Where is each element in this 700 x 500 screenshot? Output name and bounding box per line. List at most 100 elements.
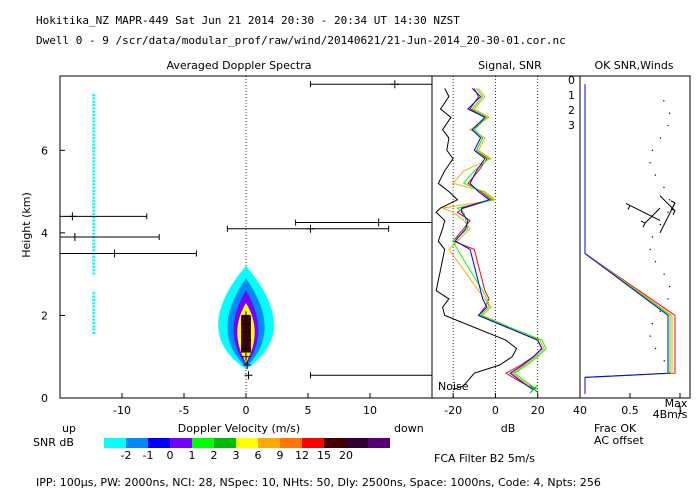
y-tick-label: 2 — [41, 309, 48, 322]
colorbar-block — [324, 438, 346, 448]
heatmap-cell — [92, 150, 96, 153]
heatmap-cell — [92, 249, 96, 252]
winds-series-line — [584, 84, 673, 394]
colorbar-tick-label: 0 — [167, 449, 174, 462]
winds-ticks: 0.5 1 — [621, 393, 684, 417]
signal-legend: 0 1 2 3 — [568, 74, 575, 132]
winds-series-line — [584, 84, 671, 394]
signal-frame — [431, 75, 581, 399]
heatmap-cell — [92, 160, 96, 163]
heatmap-cell — [92, 219, 96, 222]
legend-label: 2 — [568, 104, 575, 117]
colorbar-block — [214, 438, 236, 448]
legend-label: 3 — [568, 119, 575, 132]
peak-marker — [242, 352, 250, 361]
direction-up: up — [62, 422, 76, 435]
ac-offset-dot — [654, 261, 657, 263]
signal-xlabel: dB — [501, 422, 516, 435]
signal-series-line — [452, 88, 543, 391]
peak-marker — [242, 319, 250, 328]
heatmap-cell — [92, 315, 96, 318]
signal-x-tick-label: 20 — [531, 404, 545, 417]
heatmap-cell — [92, 298, 96, 301]
heatmap-cell — [92, 156, 96, 159]
colorbar-tick-label: 3 — [233, 449, 240, 462]
y-tick-label: 6 — [41, 144, 48, 157]
heatmap-cell — [92, 331, 96, 334]
heatmap-cell — [92, 196, 96, 199]
heatmap-cell — [92, 183, 96, 186]
footer-params: IPP: 100μs, PW: 2000ns, NCI: 28, NSpec: … — [36, 476, 601, 489]
x-tick-label: 5 — [305, 404, 312, 417]
heatmap-cell — [92, 107, 96, 110]
colorbar-tick-label: 20 — [339, 449, 353, 462]
signal-x-tick-label: 40 — [573, 404, 587, 417]
heatmap-cell — [92, 272, 96, 275]
ac-offset-dot — [651, 236, 654, 238]
x-tick-label: -5 — [179, 404, 190, 417]
heatmap-cell — [92, 269, 96, 272]
heatmap-cell — [92, 302, 96, 305]
winds-x-tick-label: 0.5 — [621, 404, 639, 417]
colorbar-block — [236, 438, 258, 448]
spectra-heatmap — [92, 94, 96, 334]
heatmap-cell — [92, 110, 96, 113]
colorbar-tick-label: -1 — [143, 449, 154, 462]
heatmap-cell — [92, 325, 96, 328]
peak-marker — [244, 371, 253, 380]
peak-marker — [243, 360, 252, 369]
heatmap-cell — [92, 209, 96, 212]
heatmap-cell — [92, 229, 96, 232]
ac-offset-dot — [649, 248, 651, 251]
heatmap-cell — [92, 232, 96, 235]
x-tick-label: -10 — [113, 404, 131, 417]
heatmap-cell — [92, 166, 96, 169]
legend-label: 0 — [568, 74, 575, 87]
colorbar-label: SNR dB — [33, 436, 74, 449]
ac-offset-dot — [663, 273, 665, 275]
spectra-ylabel: Height (km) — [20, 192, 33, 258]
colorbar-tick-label: 1 — [189, 449, 196, 462]
wind-arrow-head-icon — [625, 203, 631, 210]
winds-title: OK SNR,Winds — [594, 59, 673, 72]
colorbar-tick-label: -2 — [121, 449, 132, 462]
heatmap-cell — [92, 312, 96, 315]
heatmap-cell — [92, 140, 96, 143]
heatmap-cell — [92, 176, 96, 179]
heatmap-cell — [92, 94, 96, 97]
y-tick-label: 4 — [41, 227, 48, 240]
colorbar-tick-label: 9 — [277, 449, 284, 462]
colorbar-block — [368, 438, 390, 448]
x-tick-label: 10 — [363, 404, 377, 417]
heatmap-cell — [92, 143, 96, 146]
winds-xlabel2: AC offset — [594, 434, 644, 447]
peak-marker — [243, 336, 252, 345]
heatmap-cell — [92, 322, 96, 325]
header-line2: Dwell 0 - 9 /scr/data/modular_prof/raw/w… — [36, 34, 566, 47]
heatmap-cell — [92, 127, 96, 130]
filter-label: FCA Filter B2 5m/s — [434, 452, 535, 465]
winds-frame — [579, 75, 691, 399]
peak-marker — [242, 327, 250, 336]
ac-offset-dot — [669, 372, 671, 374]
ac-offset-dot — [663, 360, 665, 362]
spectra-ticks: -10 -5 0 5 10 0 2 4 6 — [41, 144, 377, 417]
winds-panel: OK SNR,Winds 0.5 1 Frac OK AC offset Max … — [579, 59, 691, 447]
wind-barb — [659, 202, 676, 234]
ac-offset-dot — [651, 322, 653, 325]
colorbar-tick-label: 2 — [211, 449, 218, 462]
heatmap-cell — [92, 113, 96, 116]
heatmap-cell — [92, 120, 96, 123]
ac-offset-dot — [659, 137, 662, 139]
colorbar: SNR dB -2 -1 0 1 2 3 6 9 12 15 20 — [33, 436, 390, 462]
heatmap-cell — [92, 255, 96, 258]
ac-offset-dot — [667, 124, 669, 127]
colorbar-block — [280, 438, 302, 448]
colorbar-block — [346, 438, 368, 448]
signal-series-line — [454, 88, 543, 391]
spectra-panel: Averaged Doppler Spectra -10 -5 0 5 10 0 2 4 6 H… — [20, 59, 433, 435]
heatmap-cell — [92, 117, 96, 120]
signal-x-tick-label: -20 — [444, 404, 462, 417]
signal-x-tick-label: 0 — [492, 404, 499, 417]
winds-barbs — [625, 100, 676, 374]
